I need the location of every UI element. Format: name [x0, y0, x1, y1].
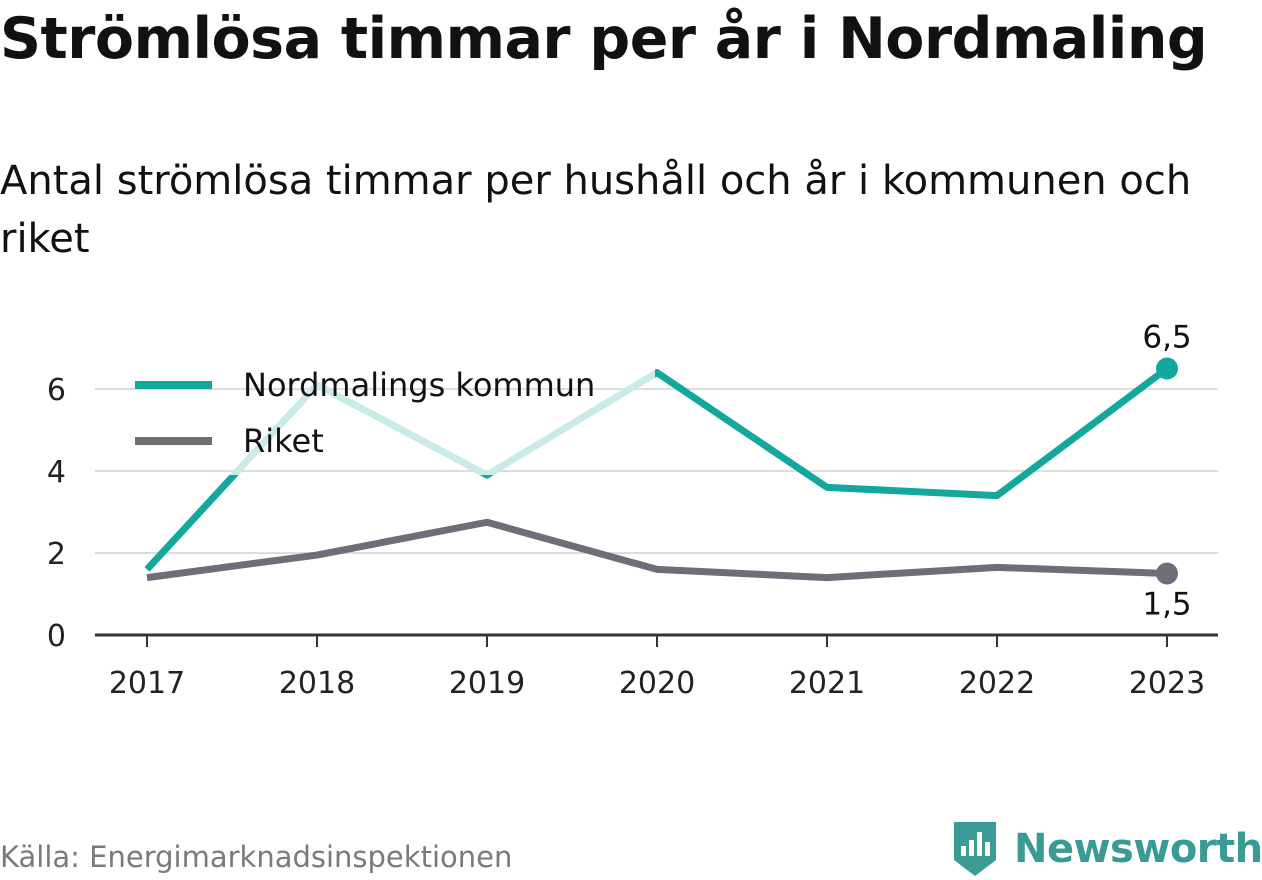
bar-chart-badge-icon [954, 822, 996, 876]
end-point-riket [1156, 562, 1178, 585]
end-label-kommun: 6,5 [1142, 320, 1191, 356]
newsworthy-logo: Newsworthy [950, 818, 1262, 880]
y-tick-label: 2 [47, 537, 66, 572]
y-axis-ticks: 0 2 4 6 [47, 373, 66, 654]
line-chart: 0 2 4 6 2017 2018 2019 2020 2021 2022 2023 Nordma… [47, 320, 1218, 701]
series-line-kommun-faded [229, 369, 655, 475]
x-axis-ticks: 2017 2018 2019 2020 2021 2022 2023 [109, 635, 1205, 701]
x-tick-label: 2023 [1129, 666, 1205, 701]
series-line-riket [146, 518, 1168, 582]
y-tick-label: 4 [47, 455, 66, 490]
legend: Nordmalings kommun Riket [135, 366, 595, 460]
x-tick-label: 2019 [449, 666, 525, 701]
end-point-kommun [1156, 357, 1178, 380]
legend-label: Nordmalings kommun [243, 366, 595, 404]
series-lines [144, 357, 1178, 585]
chart-title: Strömlösa timmar per år i Nordmaling [0, 6, 1208, 72]
x-tick-label: 2021 [789, 666, 865, 701]
gridlines [95, 388, 1218, 554]
y-tick-label: 0 [47, 619, 66, 654]
legend-label: Riket [243, 422, 324, 460]
x-tick-label: 2022 [959, 666, 1035, 701]
x-tick-label: 2017 [109, 666, 185, 701]
x-tick-label: 2018 [279, 666, 355, 701]
source-note: Källa: Energimarknadsinspektionen [0, 840, 513, 874]
brand-name: Newsworthy [1014, 826, 1262, 872]
end-label-riket: 1,5 [1142, 587, 1191, 623]
y-tick-label: 6 [47, 373, 66, 408]
x-tick-label: 2020 [619, 666, 695, 701]
end-labels: 6,5 1,5 [1142, 320, 1191, 623]
chart-subtitle: Antal strömlösa timmar per hushåll och å… [0, 158, 1192, 262]
